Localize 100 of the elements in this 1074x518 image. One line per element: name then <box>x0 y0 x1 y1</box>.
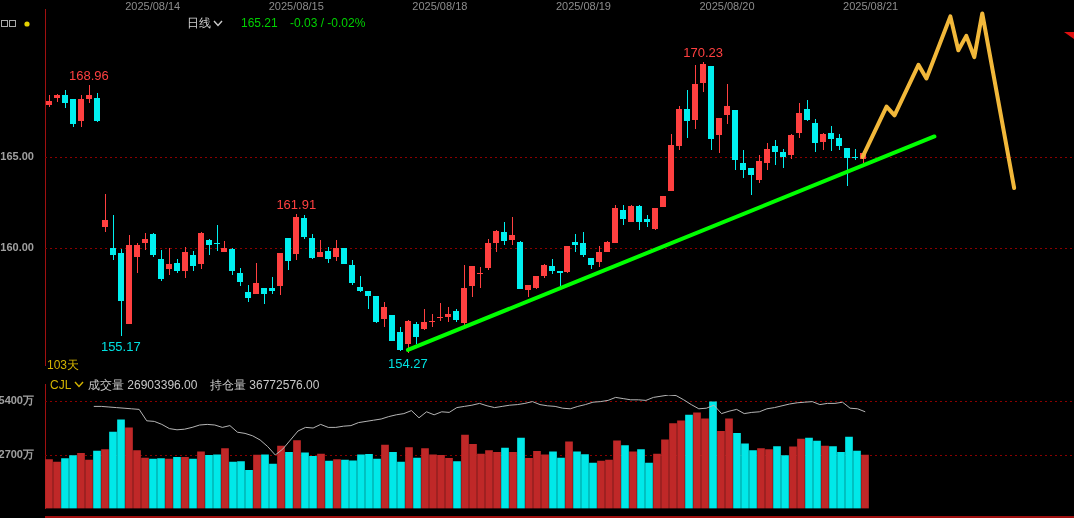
annotation: 154.27 <box>388 355 428 371</box>
x-tick-label: 2025/08/14 <box>125 0 181 12</box>
candlestick <box>397 326 403 352</box>
candlestick <box>804 99 810 122</box>
annotation: -0.03 / -0.02% <box>290 15 366 31</box>
candlestick <box>493 229 499 253</box>
candlestick <box>772 139 778 166</box>
candlestick <box>190 250 196 272</box>
bar <box>621 445 629 509</box>
candlestick <box>166 247 172 276</box>
x-tick-label: 2025/08/21 <box>843 0 899 12</box>
candlestick <box>381 301 387 328</box>
bar <box>413 457 421 509</box>
bar <box>293 440 301 509</box>
candlestick <box>229 247 235 276</box>
candlestick <box>684 89 690 139</box>
bar <box>101 449 109 509</box>
y-tick-label: 165.00 <box>0 150 34 163</box>
annotation: CJL <box>50 377 72 393</box>
candlestick <box>78 94 84 128</box>
candlestick <box>764 142 770 171</box>
candlestick <box>620 204 626 226</box>
bar <box>317 453 325 509</box>
x-tick-label: 2025/08/20 <box>699 0 755 12</box>
candlestick <box>844 147 850 187</box>
bar <box>709 401 717 509</box>
chart-title: 持仓量 36772576.00 <box>210 377 320 393</box>
bar <box>165 458 173 509</box>
bar <box>821 445 829 509</box>
bar <box>253 454 261 509</box>
candlestick <box>214 224 220 252</box>
candlestick <box>102 193 108 233</box>
candlestick <box>652 207 658 231</box>
annotation: 165.21 <box>241 15 278 31</box>
bar <box>93 450 101 509</box>
candlestick <box>413 321 419 345</box>
candlestick <box>501 221 507 246</box>
candlestick <box>429 313 435 328</box>
candlestick <box>724 83 730 125</box>
bar <box>509 452 517 509</box>
candlestick <box>110 214 116 261</box>
bar <box>517 437 525 509</box>
annotation: 日线 <box>187 15 211 31</box>
candlestick <box>182 246 188 279</box>
candlestick <box>580 231 586 258</box>
bar <box>861 454 869 509</box>
annotation: 成交量 26903396.00 <box>88 377 198 393</box>
bar <box>189 458 197 509</box>
bar <box>325 460 333 509</box>
bar <box>221 448 229 509</box>
candlestick <box>700 61 706 93</box>
bar <box>173 456 181 509</box>
annotation: 155.17 <box>100 339 141 355</box>
bar <box>501 447 509 509</box>
candlestick <box>636 204 642 231</box>
candlestick <box>405 319 411 354</box>
candlestick <box>469 265 475 298</box>
bar <box>381 444 389 509</box>
annotation: 168.96 <box>68 68 109 84</box>
candlestick <box>596 245 602 268</box>
candlestick <box>716 117 722 154</box>
candlestick <box>812 118 818 153</box>
candlestick <box>94 92 100 123</box>
candlestick <box>309 233 315 260</box>
x-tick-label: 2025/08/18 <box>412 0 468 12</box>
bar <box>197 451 205 509</box>
y-tick-label: 160.00 <box>0 241 34 254</box>
candlestick <box>740 149 746 179</box>
candlestick <box>788 133 794 160</box>
candlestick <box>828 125 834 152</box>
annotation: 170.23 <box>683 44 723 60</box>
x-tick-label: 2025/08/19 <box>555 0 611 12</box>
candlestick <box>349 259 355 286</box>
x-tick-label: 2025/08/15 <box>268 0 324 12</box>
bar <box>333 459 341 509</box>
candlestick <box>852 148 858 161</box>
candlestick <box>421 308 427 331</box>
candlestick <box>150 232 156 258</box>
candlestick <box>301 214 307 240</box>
bar <box>629 451 637 509</box>
annotation: 161.91 <box>276 196 317 212</box>
candlestick <box>134 242 140 274</box>
candlestick <box>748 167 754 196</box>
bar <box>405 447 413 509</box>
candlestick <box>796 102 802 139</box>
bar <box>181 457 189 509</box>
bar <box>685 414 693 509</box>
candlestick <box>333 239 339 262</box>
candlestick <box>780 148 786 169</box>
candlestick <box>158 249 164 282</box>
bar <box>277 445 285 509</box>
candlestick <box>285 237 291 271</box>
candlestick <box>437 302 443 322</box>
annotation: 103天 <box>47 357 80 373</box>
bar <box>453 461 461 509</box>
bar <box>285 451 293 509</box>
candlestick <box>253 262 259 295</box>
candlestick <box>756 154 762 184</box>
bar <box>565 441 573 509</box>
candlestick <box>509 216 515 246</box>
